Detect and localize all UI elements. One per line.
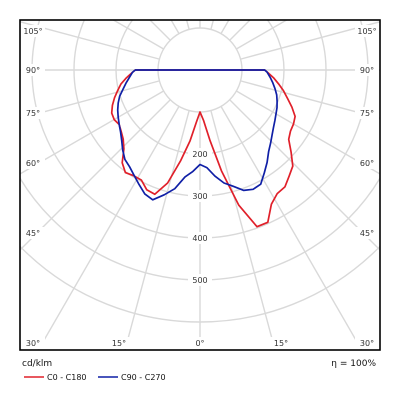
axis-labels: 105° 105° 90° 90° 75° 75° 60° 60° 45° 45° 30° 30° 15… [23,27,376,348]
grid-spoke [185,20,190,30]
grid-spoke [240,80,380,119]
label-mask [21,157,45,169]
angle-label: 45° [26,229,40,238]
grid-spoke [111,20,164,50]
series-curve-0 [110,69,296,228]
label-mask [188,148,212,160]
label-mask [188,232,212,244]
angle-label: 30° [26,339,40,348]
label-mask [188,337,212,349]
grid-spoke [229,99,380,251]
grid-spoke [240,21,380,60]
angle-label: 75° [360,109,374,118]
label-mask [269,337,293,349]
grid-spoke [20,80,160,119]
label-mask [21,107,45,119]
grid-spoke [236,20,289,50]
grid-spoke [210,20,215,30]
efficiency-label: η = 100% [331,359,376,369]
angle-label: 105° [357,27,376,36]
angle-label: 45° [360,229,374,238]
label-mask [355,337,379,349]
legend-label-c0-c180: C0 - C180 [47,373,87,382]
angle-label: 0° [195,339,204,348]
label-mask [355,227,379,239]
angle-label: 75° [26,109,40,118]
radial-value-label: 300 [192,192,207,201]
label-mask [355,64,379,76]
radial-value-label: 500 [192,276,207,285]
label-mask [188,190,212,202]
label-mask [188,274,212,286]
label-mask [107,337,131,349]
legend-label-c90-c270: C90 - C270 [121,373,166,382]
series-curve-1 [116,69,278,201]
grid-spoke [220,20,230,34]
label-mask [21,337,45,349]
plot-frame [19,19,381,351]
label-mask [355,157,379,169]
radial-value-label: 200 [192,150,207,159]
grid-spoke [220,106,363,350]
angle-label: 30° [360,339,374,348]
grid-spoke [20,99,171,251]
grid-spoke [170,20,180,34]
legend: C0 - C180 C90 - C270 [24,373,166,382]
label-mask [355,25,379,37]
radial-value-label: 400 [192,234,207,243]
angle-label: 105° [23,27,42,36]
angle-label: 60° [26,159,40,168]
angle-label: 15° [112,339,126,348]
grid-spoke [20,21,160,60]
intensity-curves [110,69,296,228]
label-mask [355,107,379,119]
angle-label: 15° [274,339,288,348]
label-mask [21,64,45,76]
grid-spoke [37,106,180,350]
angle-label: 90° [26,66,40,75]
angle-label: 90° [360,66,374,75]
label-mask [21,227,45,239]
angle-label: 60° [360,159,374,168]
unit-label: cd/klm [22,359,52,369]
label-mask [21,25,45,37]
